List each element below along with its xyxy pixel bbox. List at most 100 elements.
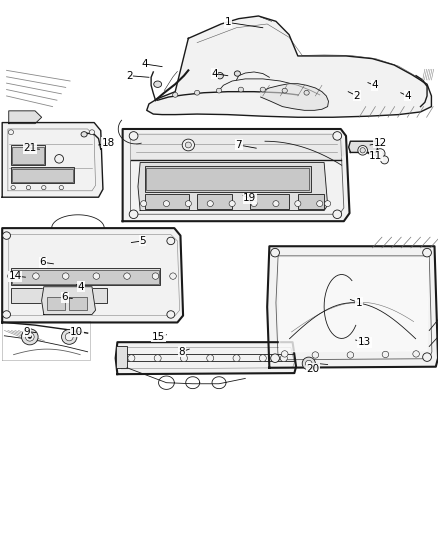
Ellipse shape: [3, 232, 11, 239]
Ellipse shape: [8, 130, 14, 135]
Ellipse shape: [347, 352, 354, 358]
Ellipse shape: [163, 200, 170, 207]
Bar: [69, 297, 87, 310]
Ellipse shape: [93, 273, 99, 279]
Polygon shape: [123, 129, 350, 221]
Ellipse shape: [423, 248, 431, 257]
Ellipse shape: [333, 132, 342, 140]
Ellipse shape: [194, 90, 200, 95]
Ellipse shape: [173, 93, 178, 98]
Ellipse shape: [55, 155, 64, 163]
Ellipse shape: [333, 210, 342, 219]
Ellipse shape: [26, 185, 31, 190]
Bar: [250, 194, 289, 209]
Text: 1: 1: [356, 298, 363, 308]
Polygon shape: [116, 342, 296, 374]
Text: 7: 7: [235, 140, 242, 150]
Ellipse shape: [28, 335, 32, 338]
Polygon shape: [2, 228, 183, 322]
Ellipse shape: [382, 351, 389, 358]
Ellipse shape: [358, 146, 367, 155]
Bar: [11, 288, 107, 303]
Bar: [298, 194, 324, 209]
Ellipse shape: [381, 156, 389, 164]
Polygon shape: [349, 141, 378, 152]
Ellipse shape: [3, 311, 11, 318]
Ellipse shape: [360, 148, 365, 153]
Ellipse shape: [154, 355, 161, 361]
Ellipse shape: [271, 354, 279, 362]
Polygon shape: [131, 134, 344, 160]
Ellipse shape: [302, 357, 315, 370]
Bar: [11, 268, 160, 285]
Ellipse shape: [33, 273, 39, 279]
Polygon shape: [279, 258, 428, 352]
Ellipse shape: [312, 352, 319, 358]
Text: 4: 4: [211, 69, 218, 78]
Polygon shape: [261, 84, 328, 110]
Text: 6: 6: [61, 293, 68, 302]
Ellipse shape: [182, 139, 194, 151]
Bar: [12, 169, 73, 182]
Ellipse shape: [167, 237, 175, 245]
Ellipse shape: [251, 200, 257, 207]
Text: 4: 4: [371, 80, 378, 90]
Ellipse shape: [271, 248, 279, 257]
Polygon shape: [9, 111, 42, 124]
Text: 19: 19: [243, 193, 256, 203]
Text: 10: 10: [70, 327, 83, 336]
Ellipse shape: [63, 273, 69, 279]
Ellipse shape: [21, 329, 38, 345]
Ellipse shape: [281, 351, 288, 357]
Ellipse shape: [259, 355, 266, 361]
Bar: [47, 297, 65, 310]
Ellipse shape: [11, 185, 15, 190]
Text: 21: 21: [23, 143, 36, 153]
Ellipse shape: [124, 273, 131, 279]
Text: 15: 15: [152, 332, 165, 342]
Ellipse shape: [128, 355, 135, 361]
Ellipse shape: [129, 132, 138, 140]
Ellipse shape: [229, 200, 235, 207]
Ellipse shape: [238, 87, 244, 92]
Ellipse shape: [304, 90, 309, 95]
Text: 18: 18: [102, 138, 115, 148]
Ellipse shape: [81, 132, 87, 137]
Ellipse shape: [141, 200, 147, 207]
Text: 13: 13: [358, 337, 371, 347]
Polygon shape: [147, 16, 431, 117]
Ellipse shape: [260, 87, 265, 92]
Text: 4: 4: [78, 282, 85, 292]
Polygon shape: [42, 287, 95, 314]
Ellipse shape: [413, 351, 419, 357]
Polygon shape: [267, 246, 438, 368]
Text: 2: 2: [126, 71, 133, 80]
Text: 20: 20: [307, 364, 320, 374]
Ellipse shape: [61, 329, 77, 344]
Ellipse shape: [152, 273, 159, 279]
Ellipse shape: [170, 273, 176, 279]
Text: 12: 12: [374, 138, 387, 148]
Ellipse shape: [216, 72, 223, 79]
Text: 4: 4: [404, 91, 411, 101]
Ellipse shape: [65, 333, 73, 341]
Ellipse shape: [233, 355, 240, 361]
Ellipse shape: [167, 311, 175, 318]
Ellipse shape: [317, 200, 323, 207]
Bar: [146, 168, 309, 190]
Bar: [145, 166, 311, 192]
Bar: [11, 167, 74, 183]
Bar: [12, 270, 159, 284]
Ellipse shape: [25, 333, 34, 341]
Ellipse shape: [185, 142, 191, 148]
Ellipse shape: [378, 151, 383, 156]
Ellipse shape: [42, 185, 46, 190]
Text: 1: 1: [224, 18, 231, 27]
Text: 4: 4: [141, 59, 148, 69]
Ellipse shape: [129, 210, 138, 219]
Ellipse shape: [185, 200, 191, 207]
Ellipse shape: [154, 81, 162, 87]
Text: 8: 8: [178, 347, 185, 357]
Text: 11: 11: [369, 151, 382, 160]
Ellipse shape: [59, 185, 64, 190]
